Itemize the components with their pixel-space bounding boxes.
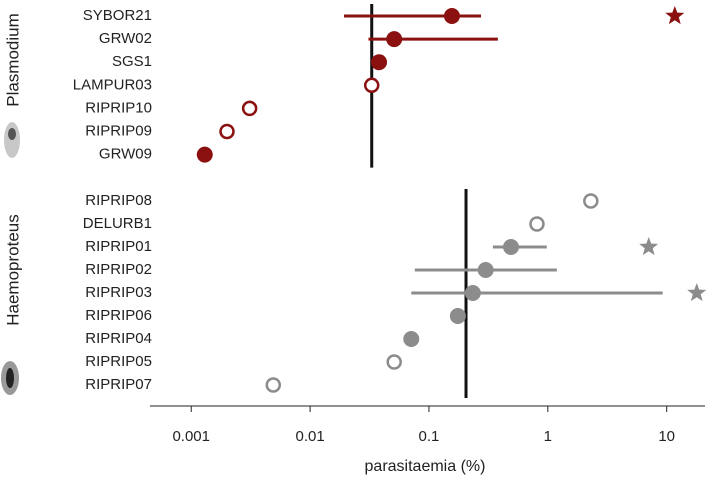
dot [443, 8, 460, 24]
dot [265, 377, 282, 393]
category-label: RIPRIP03 [85, 284, 152, 301]
dot [464, 285, 481, 301]
star-marker [665, 6, 685, 25]
dot [583, 193, 599, 209]
category-label: DELURB1 [83, 215, 152, 232]
star-marker [639, 237, 659, 256]
dot [386, 354, 402, 370]
x-tick-label: 0.001 [172, 428, 210, 445]
category-label: RIPRIP06 [85, 307, 152, 324]
dot [529, 216, 545, 232]
dot [403, 331, 420, 347]
dot [371, 54, 388, 71]
category-label: LAMPUR03 [73, 76, 152, 93]
category-label: GRW02 [99, 30, 152, 47]
star-marker [687, 283, 707, 302]
x-tick-label: 1 [544, 428, 552, 445]
x-axis-label: parasitaemia (%) [365, 458, 486, 475]
dot [477, 262, 494, 278]
parasite-icons [1, 122, 20, 395]
dot [386, 31, 403, 48]
dot [219, 123, 235, 140]
dot [503, 239, 520, 255]
group-label: Haemoproteus [3, 214, 22, 326]
category-label: RIPRIP09 [85, 122, 152, 139]
dot [363, 77, 380, 94]
x-tick-label: 10 [658, 428, 675, 445]
dot [449, 308, 466, 324]
dot [196, 146, 213, 163]
category-label: RIPRIP02 [85, 261, 152, 278]
category-label: RIPRIP08 [85, 192, 152, 209]
category-label: RIPRIP01 [85, 238, 152, 255]
x-tick-label: 0.1 [419, 428, 440, 445]
category-label: GRW09 [99, 146, 152, 163]
category-label: RIPRIP05 [85, 353, 152, 370]
category-label: RIPRIP10 [85, 99, 152, 116]
category-label: SYBOR21 [83, 7, 152, 24]
category-label: RIPRIP07 [85, 376, 152, 393]
dot [241, 100, 258, 117]
category-label: SGS1 [112, 53, 152, 70]
category-label: RIPRIP04 [85, 330, 152, 347]
group-label: Plasmodium [3, 13, 22, 107]
x-tick-label: 0.01 [295, 428, 324, 445]
